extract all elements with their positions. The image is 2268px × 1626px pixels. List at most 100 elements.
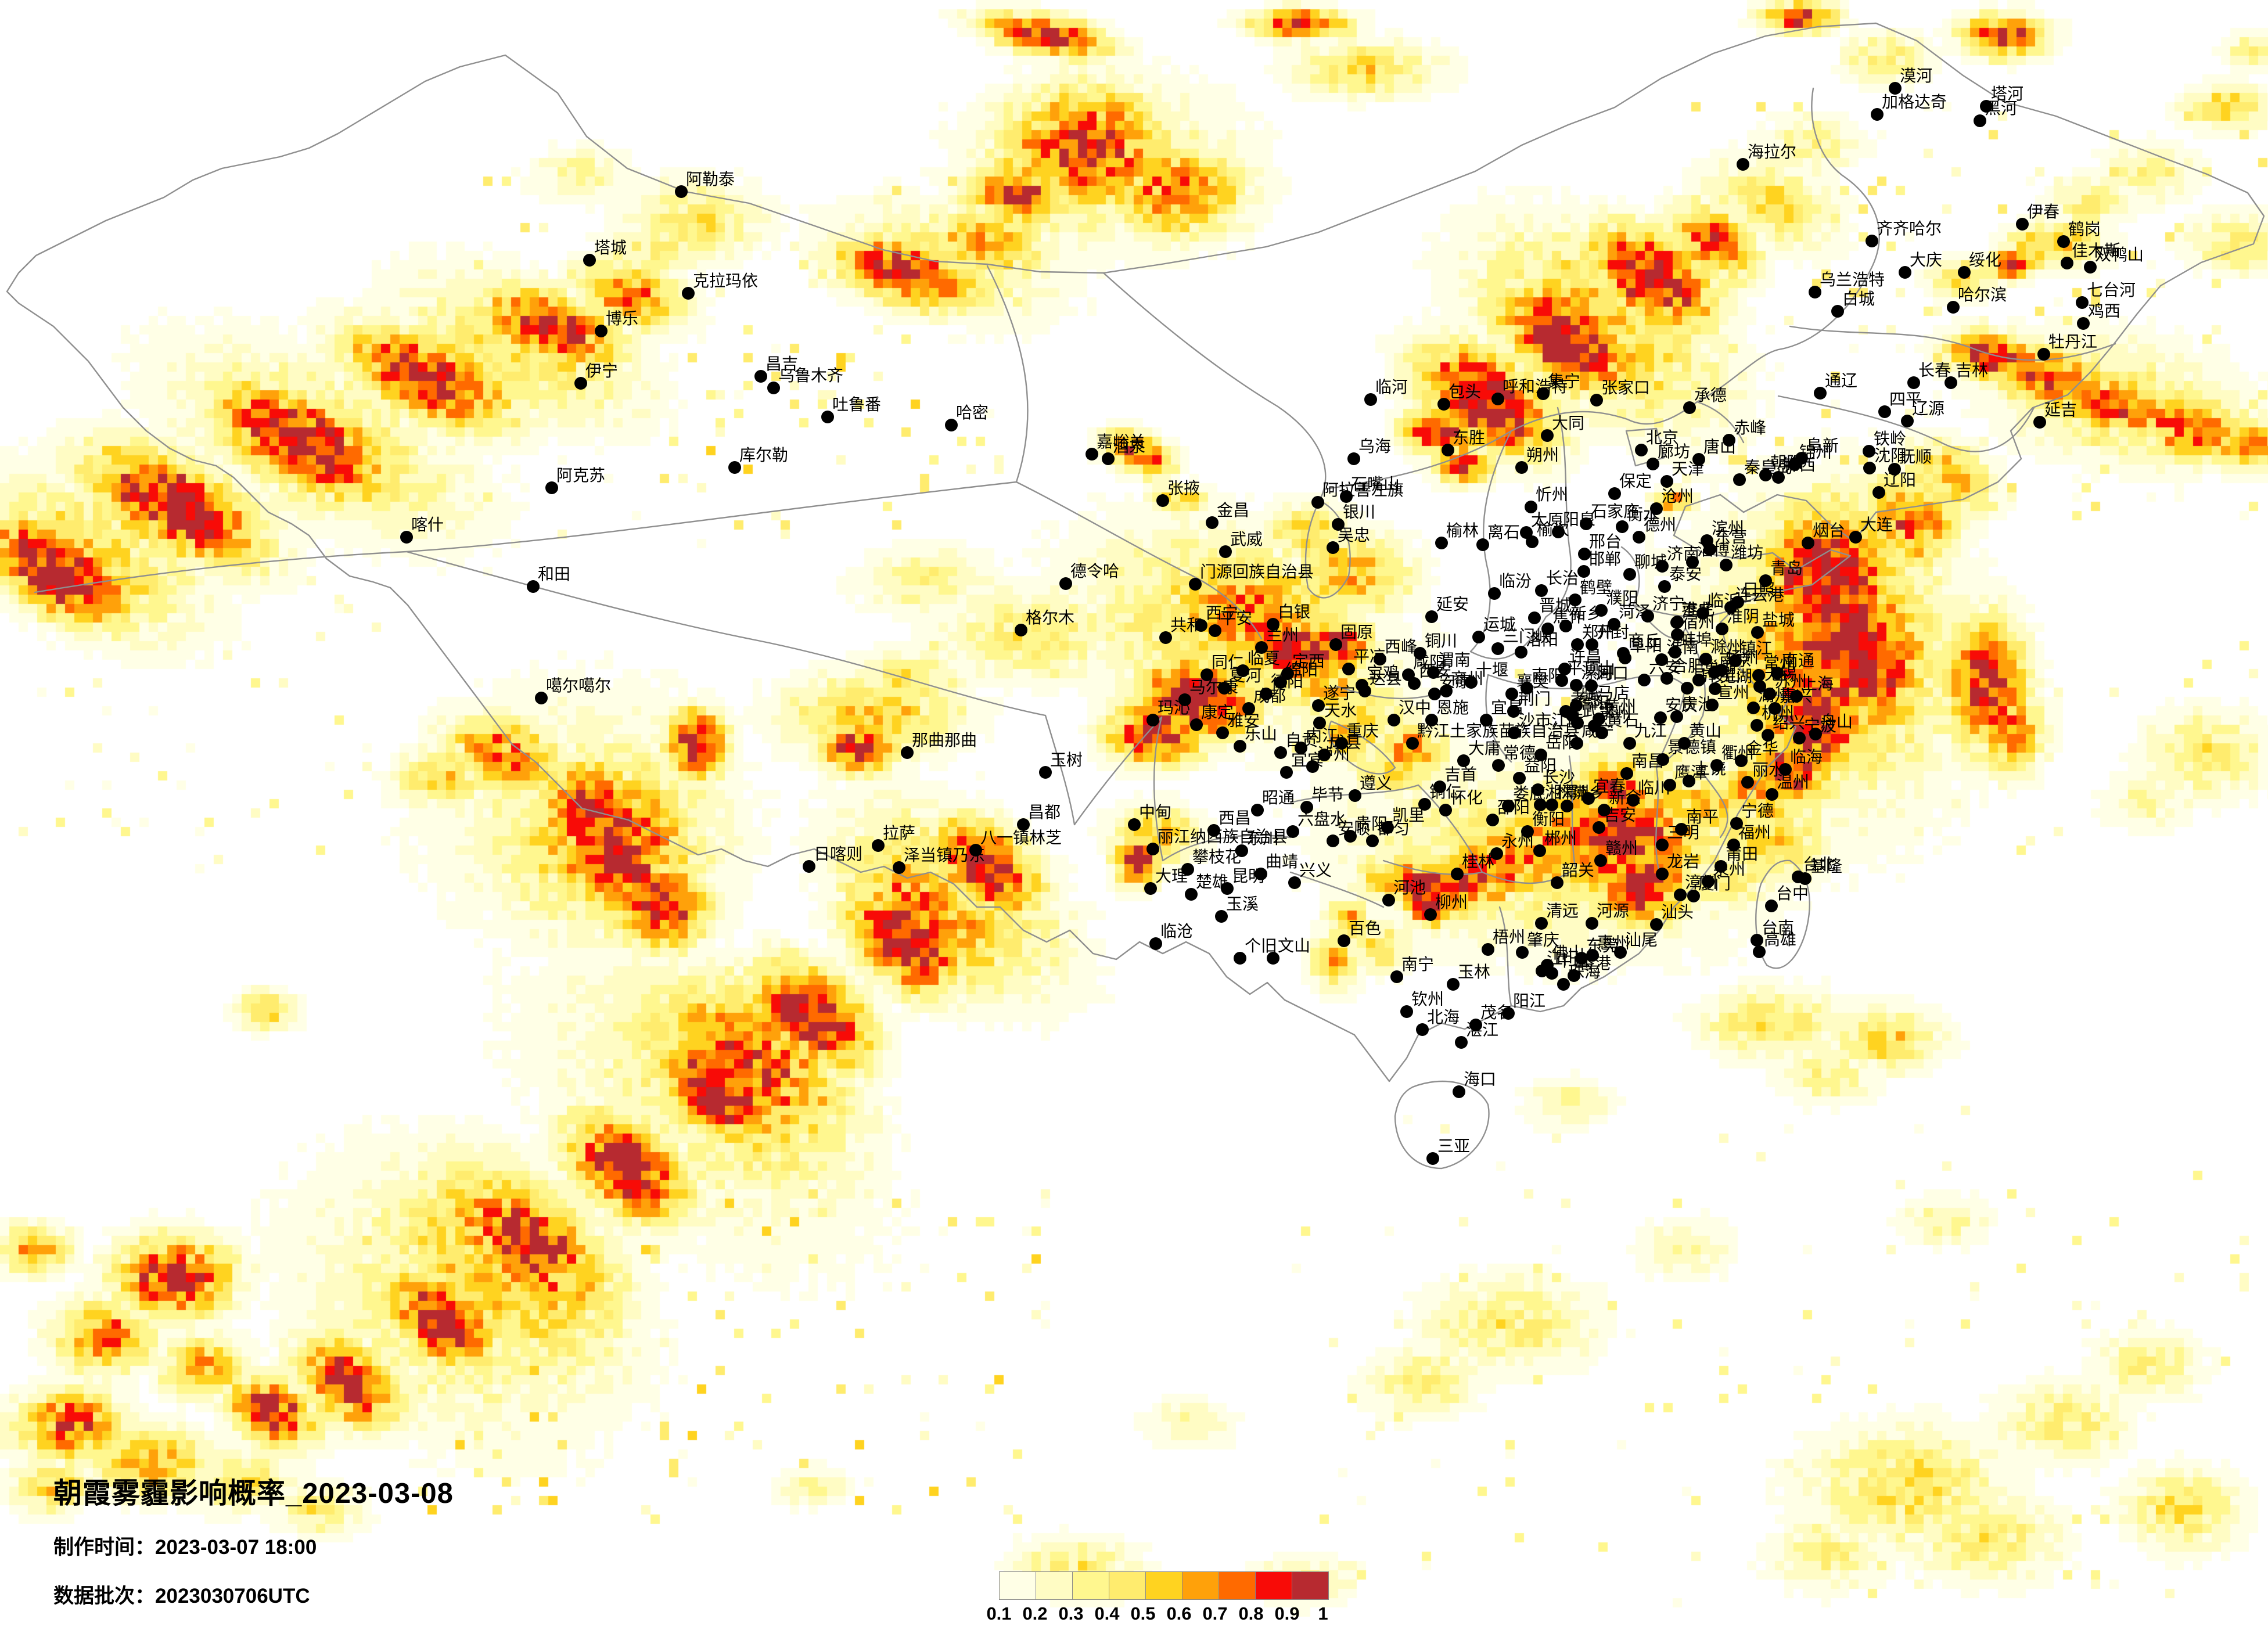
city-dot-icon xyxy=(1663,779,1676,792)
city-dot-icon xyxy=(1889,82,1902,95)
city-label: 延安 xyxy=(1436,595,1469,613)
city-dot-icon xyxy=(1526,535,1539,548)
city-label: 淮北 xyxy=(1682,600,1715,618)
city-dot-icon xyxy=(1146,714,1159,726)
city-label: 加格达奇 xyxy=(1882,93,1947,111)
city-dot-icon xyxy=(1425,610,1438,623)
city-dot-icon xyxy=(1671,616,1684,628)
city-label: 邵阳 xyxy=(1497,798,1530,816)
city-label: 邯郸 xyxy=(1588,550,1621,568)
city-label: 许昌 xyxy=(1569,647,1602,665)
data-batch-line: 数据批次：2023030706UTC xyxy=(53,1580,454,1609)
city-label: 泉州 xyxy=(1713,860,1745,878)
city-label: 韶关 xyxy=(1562,861,1594,879)
city-label: 伊春 xyxy=(2027,203,2059,221)
city-dot-icon xyxy=(1190,718,1203,731)
city-label: 临沧 xyxy=(1160,922,1193,940)
city-label: 三明 xyxy=(1667,823,1699,841)
city-dot-icon xyxy=(1878,405,1891,418)
city-label: 朔州 xyxy=(1526,446,1559,464)
city-label: 双鸭山 xyxy=(2095,246,2144,264)
city-dot-icon xyxy=(1595,604,1608,617)
city-label: 西峰 xyxy=(1385,638,1417,656)
city-label: 昭通 xyxy=(1262,789,1295,807)
city-label: 乌鲁木齐 xyxy=(778,366,843,384)
city-label: 大同 xyxy=(1552,414,1584,432)
city-dot-icon xyxy=(1149,937,1162,950)
city-dot-icon xyxy=(1595,726,1608,739)
city-dot-icon xyxy=(1472,631,1485,643)
city-label: 泰安 xyxy=(1669,565,1702,583)
city-dot-icon xyxy=(1425,714,1438,726)
city-label: 福州 xyxy=(1738,823,1771,841)
city-dot-icon xyxy=(2016,218,2029,231)
city-label: 赤峰 xyxy=(1734,419,1766,437)
city-dot-icon xyxy=(1561,800,1573,812)
city-label: 十堰 xyxy=(1476,661,1508,679)
city-label: 高雄 xyxy=(1764,930,1796,948)
city-label: 湛江 xyxy=(1466,1021,1498,1039)
city-dot-icon xyxy=(1015,624,1027,636)
city-label: 大连 xyxy=(1860,516,1893,534)
city-label: 阳江 xyxy=(1513,992,1545,1010)
city-dot-icon xyxy=(1280,766,1293,779)
city-label: 桂林 xyxy=(1462,852,1494,870)
city-label: 舟山 xyxy=(1820,713,1853,731)
city-label: 宜昌 xyxy=(1491,699,1523,717)
city-dot-icon xyxy=(1788,458,1801,471)
city-label: 拉萨 xyxy=(883,824,915,842)
city-dot-icon xyxy=(1306,760,1319,773)
city-dot-icon xyxy=(1329,638,1342,651)
city-dot-icon xyxy=(1658,580,1671,593)
city-dot-icon xyxy=(1469,1019,1482,1031)
city-label: 钦州 xyxy=(1411,990,1444,1008)
province-borders-path xyxy=(34,87,2116,1007)
city-dot-icon xyxy=(1221,882,1234,895)
legend-tick-label: 1 xyxy=(1318,1603,1328,1624)
city-dot-icon xyxy=(1528,611,1541,624)
city-label: 酒泉 xyxy=(1113,437,1145,455)
city-dot-icon xyxy=(1650,918,1663,931)
city-label: 唐山 xyxy=(1703,438,1736,456)
city-dot-icon xyxy=(1039,766,1052,779)
city-dot-icon xyxy=(1086,448,1098,461)
city-label: 濮阳 xyxy=(1606,589,1638,607)
legend-swatch xyxy=(1182,1571,1219,1600)
city-label: 秦皇岛 xyxy=(1744,458,1793,476)
city-dot-icon xyxy=(574,377,587,390)
legend-tick-label: 0.7 xyxy=(1202,1603,1228,1624)
city-dot-icon xyxy=(545,481,558,494)
city-dot-icon xyxy=(1616,520,1629,533)
city-label: 玉树 xyxy=(1050,751,1083,769)
legend-tick-label: 0.5 xyxy=(1130,1603,1156,1624)
city-dot-icon xyxy=(1520,526,1533,539)
city-label: 芜湖 xyxy=(1720,667,1752,685)
city-label: 重庆 xyxy=(1346,722,1379,740)
city-dot-icon xyxy=(1555,674,1568,687)
city-dot-icon xyxy=(583,254,596,267)
legend-tick-label: 0.3 xyxy=(1058,1603,1084,1624)
city-dot-icon xyxy=(1234,740,1246,753)
city-label: 兴义 xyxy=(1299,861,1332,879)
national-border-path xyxy=(6,22,2265,1082)
city-label: 台北 xyxy=(1803,855,1835,873)
city-label: 固原 xyxy=(1340,623,1373,641)
city-label: 呼和浩特 xyxy=(1503,377,1568,395)
city-dot-icon xyxy=(1671,628,1684,641)
city-label: 河源 xyxy=(1597,902,1629,920)
city-dot-icon xyxy=(1313,717,1326,729)
city-dot-icon xyxy=(1863,462,1876,474)
city-dot-icon xyxy=(1871,108,1884,121)
city-label: 锦州 xyxy=(1799,443,1832,461)
city-label: 漯河 xyxy=(1581,664,1613,682)
city-dot-icon xyxy=(1207,824,1220,837)
city-label: 宜春 xyxy=(1593,777,1626,795)
city-label: 运城 xyxy=(1483,616,1516,634)
city-dot-icon xyxy=(1571,717,1584,729)
city-label: 汕尾 xyxy=(1625,931,1658,949)
city-label: 鸡西 xyxy=(2088,302,2120,320)
city-dot-icon xyxy=(1619,652,1631,664)
city-dot-icon xyxy=(1465,676,1478,689)
city-label: 金昌 xyxy=(1217,501,1249,519)
city-dot-icon xyxy=(1686,556,1699,569)
